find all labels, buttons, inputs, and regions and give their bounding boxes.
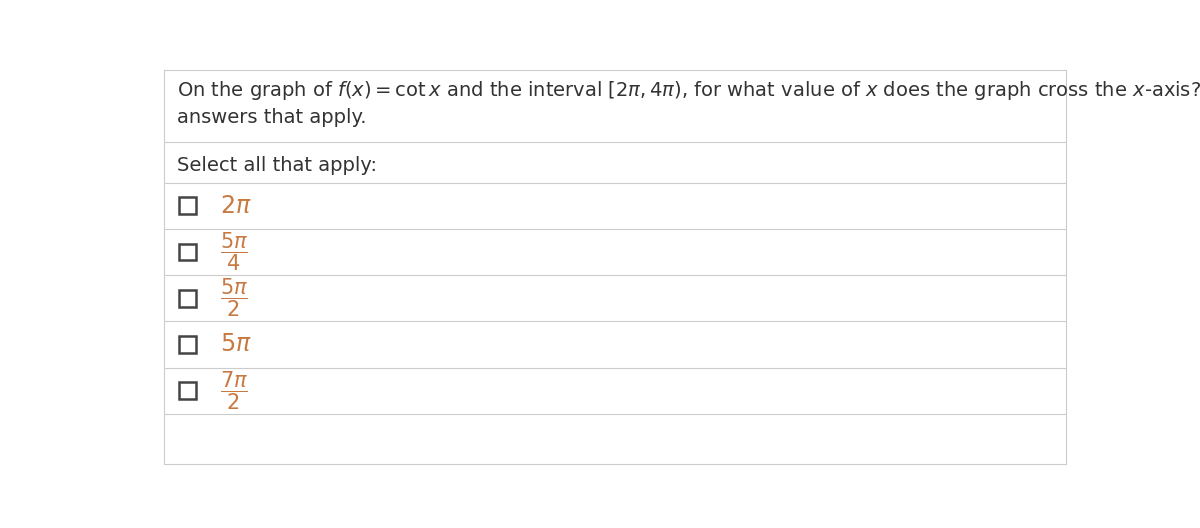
- Text: Select all that apply:: Select all that apply:: [178, 156, 377, 175]
- Text: $5\pi$: $5\pi$: [220, 333, 251, 356]
- Bar: [179, 290, 196, 307]
- Text: answers that apply.: answers that apply.: [178, 108, 367, 127]
- Text: $2\pi$: $2\pi$: [220, 194, 251, 218]
- Bar: [179, 243, 196, 260]
- Bar: [179, 382, 196, 399]
- Bar: [179, 336, 196, 353]
- Bar: [179, 197, 196, 214]
- Text: $\dfrac{5\pi}{4}$: $\dfrac{5\pi}{4}$: [220, 231, 248, 274]
- Text: $\dfrac{7\pi}{2}$: $\dfrac{7\pi}{2}$: [220, 370, 248, 412]
- Text: On the graph of $f(x) = \cot x$ and the interval $[2\pi, 4\pi)$, for what value : On the graph of $f(x) = \cot x$ and the …: [178, 79, 1200, 102]
- Text: $\dfrac{5\pi}{2}$: $\dfrac{5\pi}{2}$: [220, 277, 248, 319]
